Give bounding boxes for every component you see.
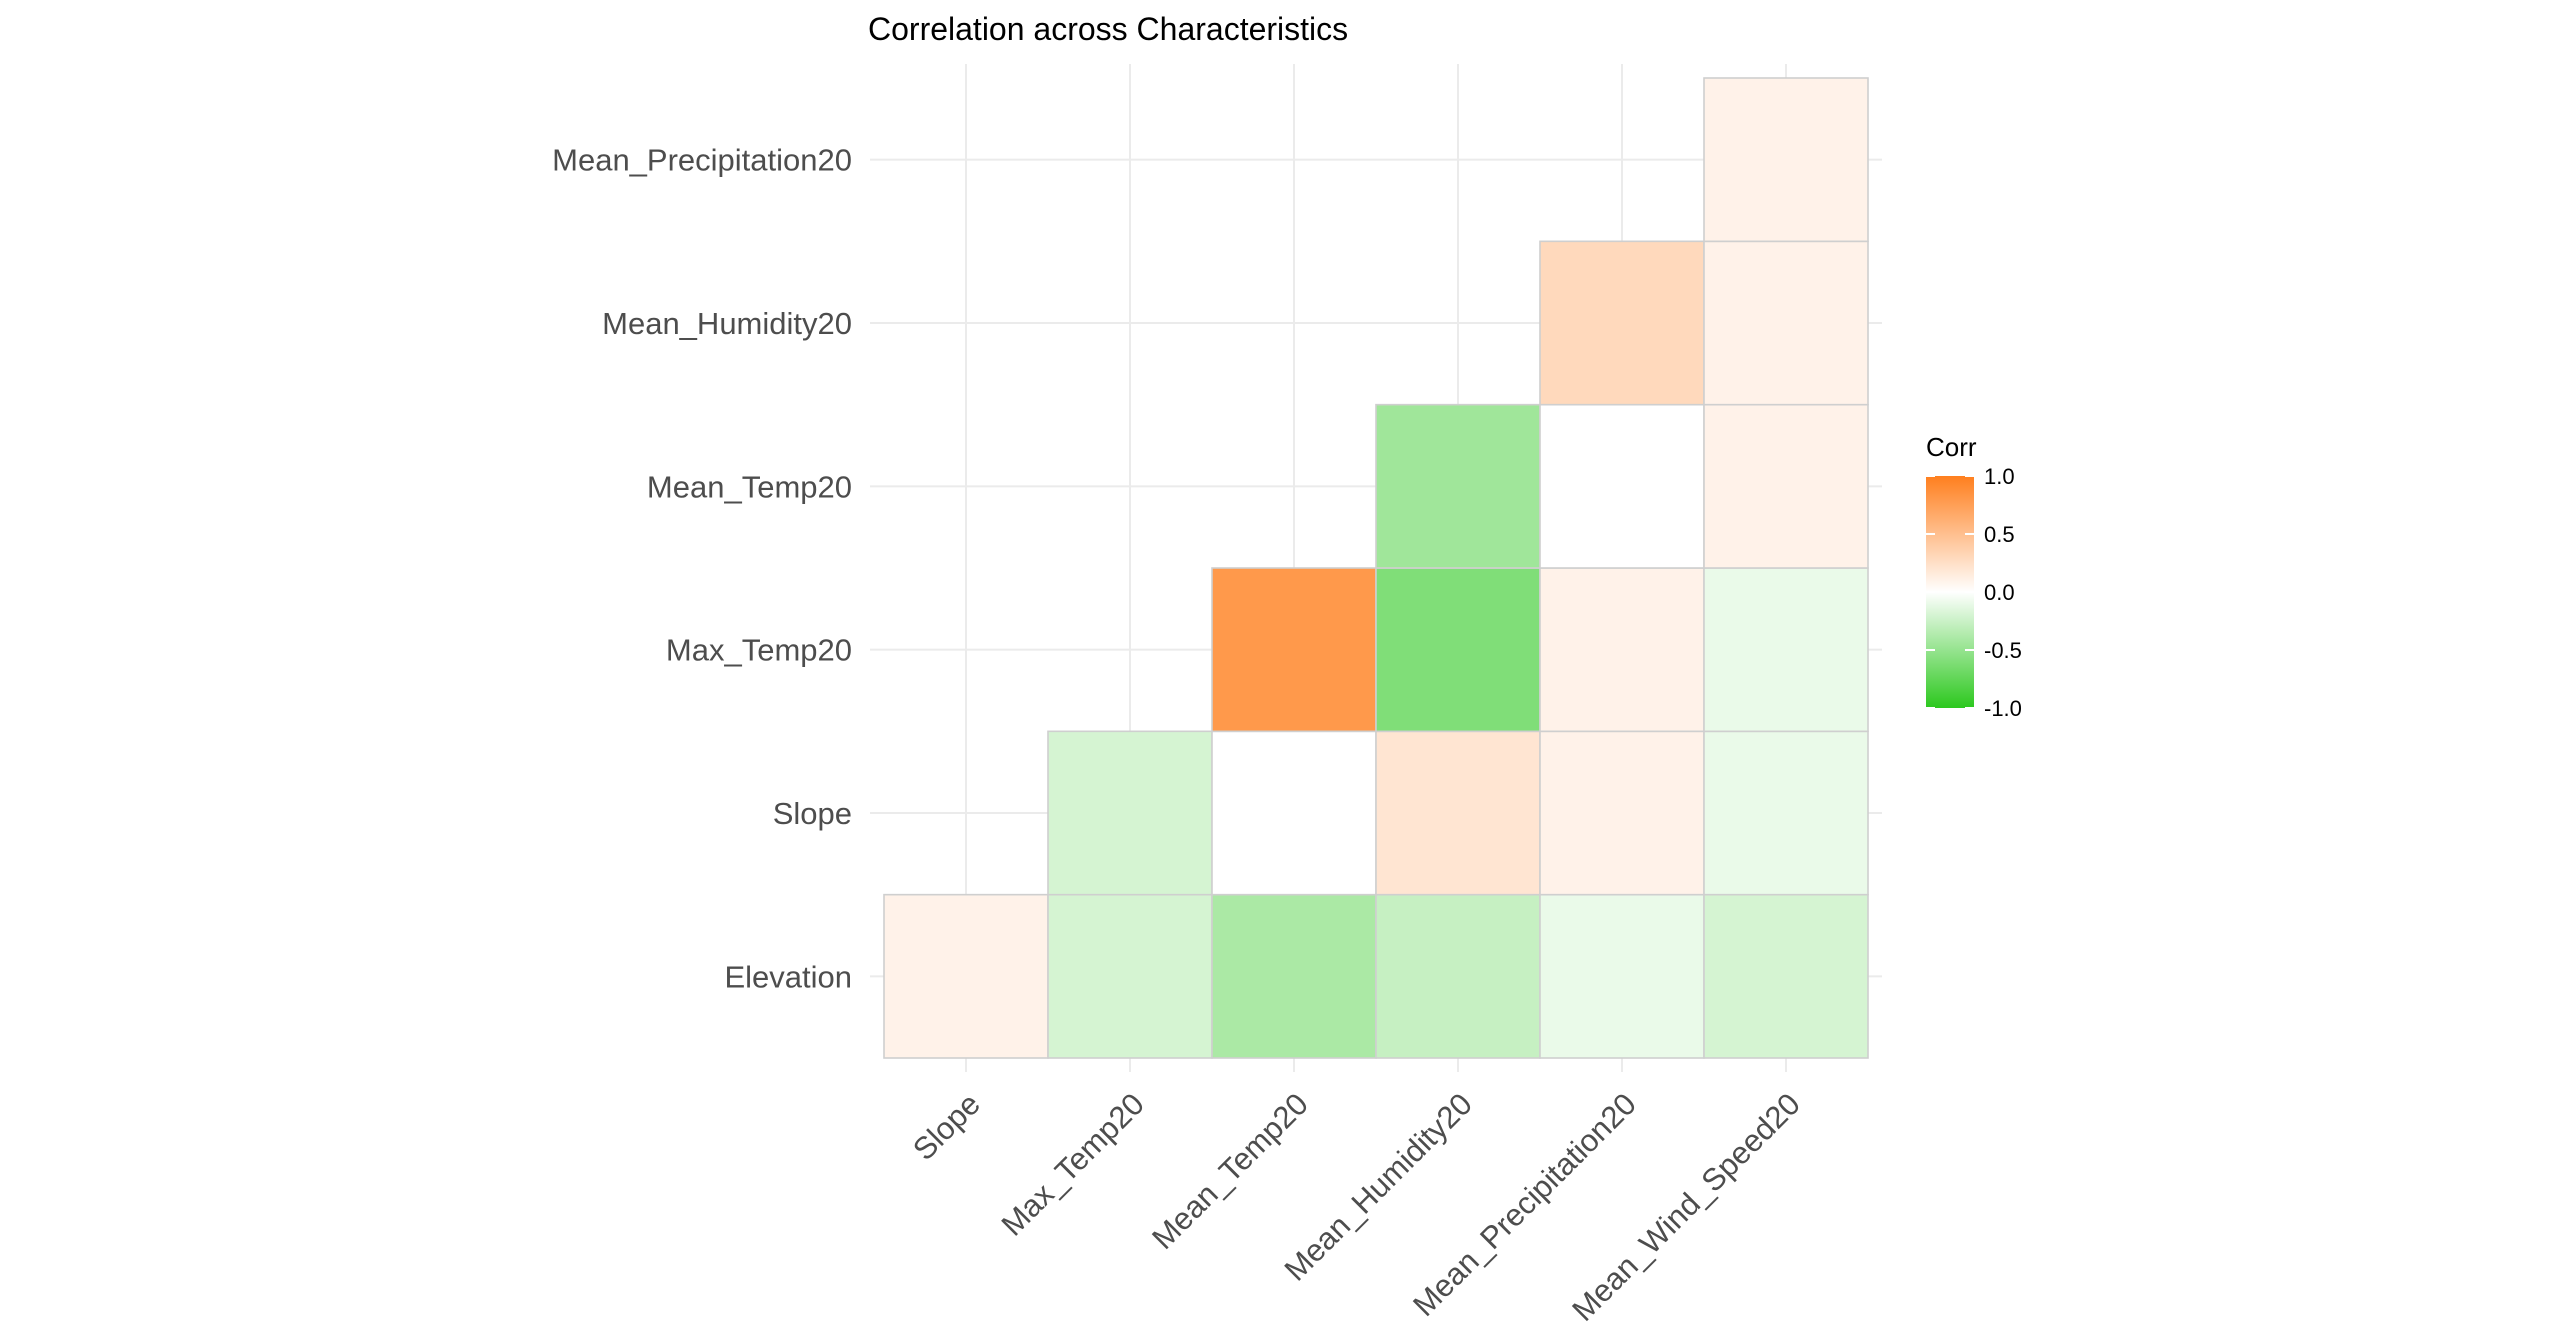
heatmap-cell-max-temp20-elevation: Max_Temp20 / Elevation: -0.2 [1047,893,1213,1059]
chart-title: Correlation across Characteristics [868,11,1348,47]
heatmap-cell-mean-temp20-elevation: Mean_Temp20 / Elevation: -0.4 [1211,893,1377,1059]
y-tick-label-mean-precipitation20: Mean_Precipitation20 [552,143,852,178]
y-tick-label-mean-humidity20: Mean_Humidity20 [602,306,852,341]
heatmap-cell-mean-precipitation20-slope: Mean_Precipitation20 / Slope: 0.1 [1539,730,1705,896]
heatmap-cell-mean-precipitation20-mean-temp20: Mean_Precipitation20 / Mean_Temp20: 0 [1539,403,1705,569]
x-tick-label-max-temp20: Max_Temp20 [995,1086,1151,1242]
heatmap-cell-max-temp20-slope: Max_Temp20 / Slope: -0.2 [1047,730,1213,896]
heatmap-cells: Slope / Elevation: 0.1Max_Temp20 / Eleva… [883,77,1869,1059]
heatmap-cell-mean-humidity20-elevation: Mean_Humidity20 / Elevation: -0.27 [1375,893,1541,1059]
heatmap-cell-mean-humidity20-slope: Mean_Humidity20 / Slope: 0.2 [1375,730,1541,896]
heatmap-cell-mean-wind-speed20-mean-temp20: Mean_Wind_Speed20 / Mean_Temp20: 0.1 [1703,403,1869,569]
heatmap-cell-mean-temp20-slope: Mean_Temp20 / Slope: 0 [1211,730,1377,896]
x-axis-labels: Slope Max_Temp20Mean_Temp20Mean_Humidity2… [906,1086,1807,1328]
heatmap-cell-mean-wind-speed20-mean-humidity20: Mean_Wind_Speed20 / Mean_Humidity20: 0.1 [1703,240,1869,406]
y-tick-label-elevation: Elevation [724,959,852,994]
legend-tick-label-4: -1.0 [1984,696,2022,721]
heatmap-cell-slope-elevation: Slope / Elevation: 0.1 [883,893,1049,1059]
x-tick-label-slope: Slope [906,1086,987,1167]
heatmap-cell-mean-wind-speed20-mean-precipitation20: Mean_Wind_Speed20 / Mean_Precipitation20… [1703,77,1869,243]
y-tick-label-mean-temp20: Mean_Temp20 [647,469,852,504]
legend-tick-label-2: 0.0 [1984,580,2015,605]
heatmap-cell-mean-wind-speed20-elevation: Mean_Wind_Speed20 / Elevation: -0.2 [1703,893,1869,1059]
heatmap-cell-mean-humidity20-mean-temp20: Mean_Humidity20 / Mean_Temp20: -0.45 [1375,403,1541,569]
legend-tick-label-3: -0.5 [1984,638,2022,663]
y-tick-label-max-temp20: Max_Temp20 [666,633,852,668]
x-tick-label-mean-temp20: Mean_Temp20 [1145,1086,1315,1256]
y-axis-labels: Elevation Slope Max_Temp20 Mean_Temp20 Mean_… [552,143,852,995]
heatmap-cell-mean-precipitation20-elevation: Mean_Precipitation20 / Elevation: -0.1 [1539,893,1705,1059]
heatmap-cell-mean-precipitation20-mean-humidity20: Mean_Precipitation20 / Mean_Humidity20: … [1539,240,1705,406]
y-tick-label-slope: Slope [773,796,852,831]
legend-tick-label-0: 1.0 [1984,464,2015,489]
legend: Corr 1.0 0.5 0.0 -0.5 -1.0 [1926,432,2022,721]
legend-tick-label-1: 0.5 [1984,522,2015,547]
heatmap-cell-mean-humidity20-max-temp20: Mean_Humidity20 / Max_Temp20: -0.6 [1375,567,1541,733]
heatmap-cell-mean-temp20-max-temp20: Mean_Temp20 / Max_Temp20: 0.8 [1211,567,1377,733]
heatmap-cell-mean-wind-speed20-max-temp20: Mean_Wind_Speed20 / Max_Temp20: -0.1 [1703,567,1869,733]
legend-ticks: 1.0 0.5 0.0 -0.5 -1.0 [1926,464,2022,721]
heatmap-cell-mean-wind-speed20-slope: Mean_Wind_Speed20 / Slope: -0.1 [1703,730,1869,896]
legend-title: Corr [1926,432,1977,462]
heatmap-cell-mean-precipitation20-max-temp20: Mean_Precipitation20 / Max_Temp20: 0.1 [1539,567,1705,733]
